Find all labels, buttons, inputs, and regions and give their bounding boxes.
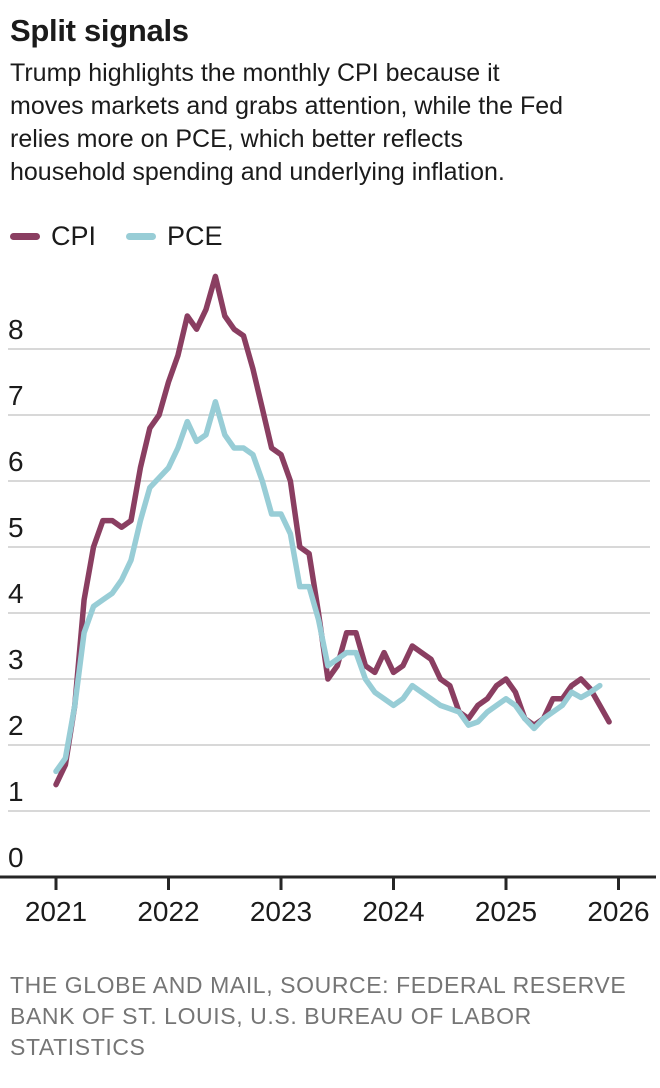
- legend-label-pce: PCE: [167, 220, 223, 251]
- subtitle-line: moves markets and grabs attention, while…: [10, 92, 564, 121]
- pce-line: [53, 399, 603, 775]
- y-axis-label-4: 4: [8, 578, 24, 609]
- y-axis-label-8: 8: [8, 314, 24, 345]
- pce-line-swatch: [126, 232, 157, 240]
- legend-item-pce: PCE: [126, 221, 223, 252]
- source-line: BANK OF ST. LOUIS, U.S. BUREAU OF LABOR: [10, 1003, 532, 1030]
- x-axis-label-2025: 2025: [475, 896, 537, 927]
- page: Split signals Trump highlights the month…: [0, 13, 660, 1063]
- cpi-line: [53, 273, 612, 788]
- subtitle-line: Trump highlights the monthly CPI because…: [10, 59, 500, 88]
- chart-title: Split signals: [10, 13, 189, 48]
- chart-subtitle: Trump highlights the monthly CPI because…: [10, 57, 650, 189]
- source-line: THE GLOBE AND MAIL, SOURCE: FEDERAL RESE…: [10, 972, 627, 999]
- x-axis-label-2024: 2024: [362, 896, 424, 927]
- x-axis-label-2023: 2023: [250, 896, 312, 927]
- source-line: STATISTICS: [10, 1034, 146, 1061]
- cpi-line-swatch: [10, 232, 40, 240]
- y-axis-label-7: 7: [8, 380, 24, 411]
- inflation-chart: 0 1 2 3 4 5 6 7 8 2021 2022 2023 2024 2025 2026: [0, 263, 660, 940]
- inflation-chart-svg: 0 1 2 3 4 5 6 7 8 2021 2022 2023 2024 2025 2026: [0, 273, 656, 927]
- legend-item-cpi: CPI: [10, 221, 96, 252]
- y-axis-label-5: 5: [8, 512, 24, 543]
- y-axis-label-2: 2: [8, 710, 24, 741]
- subtitle-line: household spending and underlying inflat…: [10, 158, 505, 187]
- y-axis-label-0: 0: [8, 842, 24, 873]
- x-axis-label-2021: 2021: [25, 896, 87, 927]
- chart-legend: CPI PCE: [10, 221, 650, 251]
- source-note: THE GLOBE AND MAIL, SOURCE: FEDERAL RESE…: [10, 970, 650, 1063]
- legend-label-cpi: CPI: [51, 220, 97, 251]
- y-axis-label-6: 6: [8, 446, 24, 477]
- y-axis-label-3: 3: [8, 644, 24, 675]
- y-axis-label-1: 1: [8, 776, 24, 807]
- subtitle-line: relies more on PCE, which better reflect…: [10, 125, 463, 154]
- x-axis-label-2022: 2022: [137, 896, 199, 927]
- x-axis-label-2026: 2026: [587, 896, 649, 927]
